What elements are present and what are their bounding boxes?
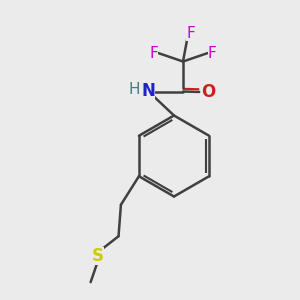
Text: F: F [149,46,158,61]
Text: F: F [208,46,217,61]
Text: O: O [201,83,215,101]
Text: N: N [142,82,155,100]
Text: F: F [186,26,195,40]
Text: S: S [92,247,104,265]
Text: H: H [128,82,140,97]
